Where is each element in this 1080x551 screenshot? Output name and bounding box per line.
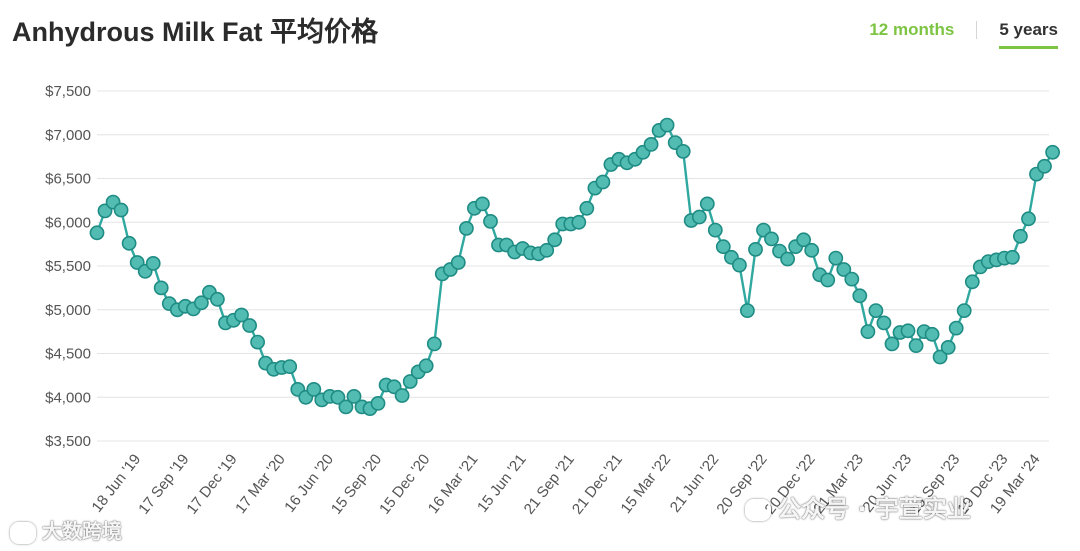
data-point[interactable] — [820, 272, 836, 288]
data-point[interactable] — [547, 232, 563, 248]
data-point[interactable] — [153, 280, 169, 296]
data-point[interactable] — [924, 326, 940, 342]
data-point[interactable] — [956, 303, 972, 318]
data-point[interactable] — [402, 374, 418, 389]
y-tick-label: $3,500 — [45, 433, 91, 450]
data-point[interactable] — [764, 231, 779, 247]
data-point[interactable] — [643, 136, 659, 152]
data-point[interactable] — [948, 320, 964, 336]
data-point[interactable] — [1005, 249, 1020, 265]
y-tick-label: $4,500 — [45, 346, 91, 363]
data-point[interactable] — [804, 242, 820, 258]
data-point[interactable] — [282, 359, 298, 374]
data-point[interactable] — [234, 307, 249, 323]
tab-5-years[interactable]: 5 years — [999, 20, 1058, 49]
y-tick-label: $7,000 — [45, 127, 91, 144]
grid-lines — [97, 90, 1049, 442]
data-point[interactable] — [450, 255, 466, 270]
data-point[interactable] — [474, 196, 490, 212]
data-point[interactable] — [193, 295, 209, 311]
data-point[interactable] — [780, 251, 795, 267]
data-point[interactable] — [844, 271, 860, 287]
data-point[interactable] — [306, 381, 322, 397]
series-line-path — [95, 123, 1054, 410]
data-point[interactable] — [659, 117, 675, 133]
data-point[interactable] — [900, 323, 916, 339]
y-tick-label: $5,500 — [45, 258, 91, 275]
data-point[interactable] — [121, 235, 137, 251]
data-point[interactable] — [868, 303, 884, 318]
data-point[interactable] — [458, 220, 474, 236]
range-tabs: 12 months 5 years — [869, 20, 1058, 49]
data-point[interactable] — [715, 239, 731, 255]
data-point[interactable] — [250, 334, 265, 350]
data-point[interactable] — [145, 255, 161, 271]
series-line — [95, 123, 1054, 410]
data-point[interactable] — [796, 232, 811, 248]
tab-divider — [976, 20, 978, 39]
data-point[interactable] — [1037, 158, 1052, 174]
data-point[interactable] — [483, 213, 498, 229]
data-point[interactable] — [740, 303, 755, 318]
data-point[interactable] — [707, 222, 723, 238]
data-point[interactable] — [699, 196, 715, 212]
data-point[interactable] — [595, 174, 611, 190]
data-point[interactable] — [940, 339, 956, 355]
data-point[interactable] — [884, 336, 900, 352]
y-tick-label: $7,500 — [45, 83, 91, 100]
data-point[interactable] — [1013, 228, 1028, 244]
data-point[interactable] — [932, 349, 948, 365]
data-point[interactable] — [748, 241, 763, 257]
data-point[interactable] — [209, 291, 225, 307]
data-point[interactable] — [338, 399, 354, 415]
y-axis: $3,500 $4,000 $4,500 $5,000 $5,500 $6,000 $6,5… — [45, 83, 91, 450]
data-point[interactable] — [242, 318, 257, 333]
data-point[interactable] — [964, 274, 980, 290]
data-point[interactable] — [876, 315, 892, 331]
x-tick-label: 15 Mar '22 — [618, 451, 675, 517]
data-point[interactable] — [418, 358, 434, 374]
data-point[interactable] — [1021, 211, 1036, 227]
data-point[interactable] — [346, 388, 362, 404]
y-tick-label: $6,500 — [45, 171, 91, 188]
data-point[interactable] — [691, 209, 707, 225]
page-title: Anhydrous Milk Fat 平均价格 — [12, 17, 379, 47]
data-point[interactable] — [732, 257, 747, 273]
y-tick-label: $4,000 — [45, 389, 91, 406]
data-point[interactable] — [113, 202, 129, 218]
x-tick-label: 16 Mar '21 — [425, 451, 482, 517]
x-tick-label: 21 Mar '23 — [810, 451, 867, 517]
data-point[interactable] — [426, 336, 442, 352]
data-point[interactable] — [539, 242, 555, 258]
data-point[interactable] — [1045, 144, 1060, 160]
series-markers — [89, 117, 1060, 416]
data-point[interactable] — [908, 338, 924, 353]
x-tick-label: 17 Mar '20 — [232, 451, 289, 517]
data-point[interactable] — [370, 395, 386, 411]
data-point[interactable] — [675, 143, 691, 159]
data-point[interactable] — [89, 225, 105, 241]
data-point[interactable] — [852, 288, 868, 304]
tab-12-months[interactable]: 12 months — [869, 20, 955, 39]
data-point[interactable] — [828, 250, 844, 266]
y-tick-label: $5,000 — [45, 302, 91, 319]
data-point[interactable] — [571, 214, 587, 230]
data-point[interactable] — [330, 389, 346, 405]
data-point[interactable] — [394, 388, 410, 403]
y-tick-label: $6,000 — [45, 214, 91, 231]
data-point[interactable] — [836, 262, 852, 277]
data-point[interactable] — [579, 200, 595, 216]
data-point[interactable] — [860, 324, 876, 339]
